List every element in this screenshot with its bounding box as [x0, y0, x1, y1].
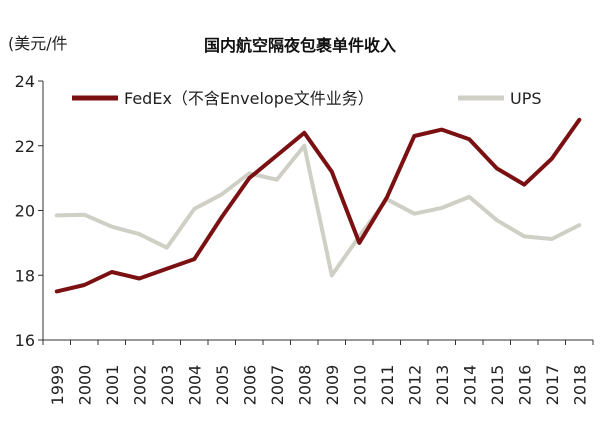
- data-point-fedex: [247, 176, 251, 180]
- y-axis-label: (美元/件: [8, 34, 68, 53]
- data-point-ups: [275, 178, 279, 182]
- data-point-fedex: [192, 257, 196, 261]
- data-point-fedex: [165, 267, 169, 271]
- data-point-fedex: [357, 241, 361, 245]
- y-tick-label: 24: [15, 72, 35, 91]
- data-point-ups: [247, 171, 251, 175]
- x-tick-label: 2003: [158, 365, 177, 406]
- data-point-fedex: [412, 134, 416, 138]
- x-tick-label: 2011: [378, 365, 397, 406]
- x-tick-label: 2005: [213, 365, 232, 406]
- chart-title: 国内航空隔夜包裹单件收入: [204, 36, 396, 55]
- data-point-fedex: [55, 289, 59, 294]
- data-point-fedex: [82, 283, 86, 287]
- x-tick-label: 2002: [130, 365, 149, 406]
- x-tick-label: 2015: [488, 365, 507, 406]
- data-point-fedex: [110, 270, 114, 274]
- data-point-fedex: [495, 166, 499, 171]
- data-point-ups: [192, 207, 196, 211]
- data-point-ups: [137, 232, 141, 236]
- y-tick-label: 22: [15, 137, 35, 156]
- data-point-fedex: [467, 137, 471, 141]
- data-point-fedex: [275, 153, 279, 158]
- data-point-ups: [165, 246, 169, 250]
- series-line-fedex: [54, 117, 582, 294]
- x-tick-label: 2014: [460, 365, 479, 406]
- legend-label-fedex: FedEx（不含Envelope文件业务）: [124, 89, 374, 108]
- x-tick-label: 2001: [103, 365, 122, 406]
- data-point-ups: [82, 213, 86, 217]
- data-point-ups: [440, 206, 444, 210]
- legend: FedEx（不含Envelope文件业务） UPS: [72, 89, 542, 108]
- x-tick-label: 2007: [268, 365, 287, 406]
- y-tick-label: 16: [15, 331, 35, 350]
- legend-label-ups: UPS: [510, 89, 542, 108]
- data-point-fedex: [577, 118, 581, 122]
- data-point-fedex: [440, 127, 444, 132]
- data-point-ups: [412, 212, 416, 216]
- x-tick-label: 2010: [350, 365, 369, 406]
- data-point-ups: [550, 237, 554, 241]
- x-tick-label: 2006: [240, 365, 259, 406]
- data-point-ups: [220, 192, 224, 196]
- x-tick-label: 2018: [570, 365, 589, 406]
- data-point-ups: [495, 218, 499, 222]
- data-point-ups: [55, 213, 59, 217]
- data-point-fedex: [385, 195, 389, 200]
- data-point-ups: [467, 195, 471, 199]
- x-tick-label: 2013: [433, 365, 452, 406]
- series-layer: [54, 117, 582, 294]
- data-point-ups: [110, 225, 114, 229]
- x-tick-label: 2012: [405, 365, 424, 406]
- data-point-fedex: [137, 276, 141, 281]
- data-point-ups: [577, 223, 581, 227]
- x-tick-label: 2008: [295, 365, 314, 406]
- x-ticks: 1999 2000 2001 2002 2003 2004 2005 2006 2007 2008…: [42, 340, 594, 406]
- y-tick-label: 20: [15, 202, 35, 221]
- data-point-fedex: [550, 157, 554, 161]
- data-point-ups: [302, 144, 306, 148]
- data-point-fedex: [302, 131, 306, 135]
- x-tick-label: 2009: [323, 365, 342, 406]
- x-tick-label: 1999: [48, 365, 67, 406]
- y-tick-label: 18: [15, 266, 35, 285]
- x-tick-label: 2000: [75, 365, 94, 406]
- data-point-fedex: [220, 215, 224, 219]
- y-ticks: 16 18 20 22 24: [15, 72, 43, 350]
- series-line-ups: [54, 143, 582, 278]
- data-point-ups: [330, 273, 334, 277]
- x-tick-label: 2016: [515, 365, 534, 406]
- x-tick-label: 2004: [185, 365, 204, 406]
- data-point-fedex: [330, 170, 334, 174]
- data-point-fedex: [522, 183, 526, 187]
- data-point-ups: [522, 234, 526, 238]
- x-tick-label: 2017: [543, 365, 562, 406]
